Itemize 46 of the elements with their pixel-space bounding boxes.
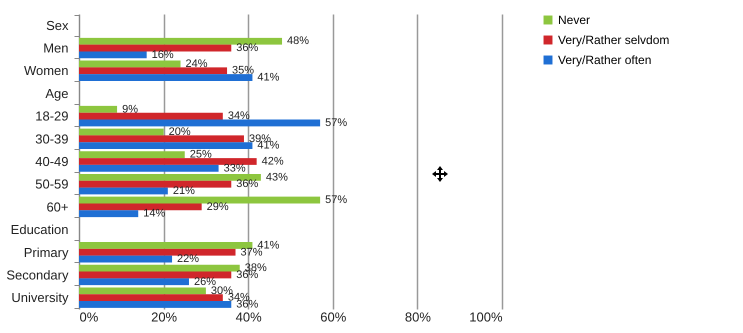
x-tick-label: 80%: [404, 310, 432, 324]
y-tick-label: Sex: [46, 18, 69, 33]
data-label: 21%: [172, 185, 196, 197]
data-label: 42%: [262, 156, 284, 168]
data-label: 24%: [186, 58, 208, 70]
y-tick-label: Men: [43, 40, 68, 56]
legend-label: Very/Rather often: [558, 53, 652, 67]
y-tick-label: Secondary: [6, 267, 69, 282]
data-label: 37%: [240, 246, 263, 258]
data-label: 34%: [228, 110, 250, 122]
y-tick-label: 60+: [46, 199, 68, 214]
data-label: 41%: [257, 72, 280, 84]
x-tick-label: 100%: [469, 310, 503, 324]
y-tick-label: Primary: [24, 244, 69, 260]
data-label: 36%: [236, 298, 259, 310]
y-tick-label: 40-49: [35, 154, 68, 169]
data-label: 29%: [206, 200, 229, 213]
legend-label: Never: [558, 13, 590, 27]
data-label: 43%: [266, 171, 288, 184]
data-label: 57%: [325, 194, 348, 206]
data-label: 9%: [122, 103, 138, 116]
data-label: 16%: [152, 48, 174, 61]
y-tick-label: University: [11, 290, 69, 306]
x-tick-label: 60%: [320, 310, 347, 324]
data-label: 36%: [236, 42, 259, 54]
data-label: 35%: [232, 64, 254, 77]
y-tick-label: Education: [10, 222, 68, 238]
y-tick-label: 50-59: [35, 176, 68, 192]
x-tick-label: 20%: [151, 310, 178, 324]
y-tick-label: 30-39: [35, 131, 68, 146]
y-tick-label: 18-29: [35, 108, 68, 124]
data-label: 57%: [325, 116, 348, 129]
data-label: 36%: [236, 178, 259, 190]
legend-label: Very/Rather selvdom: [558, 33, 670, 47]
data-label: 25%: [190, 148, 212, 161]
data-label: 22%: [177, 253, 200, 266]
y-tick-label: Age: [45, 86, 68, 101]
data-label: 36%: [236, 268, 259, 281]
data-label: 20%: [168, 126, 191, 138]
data-label: 48%: [287, 35, 310, 48]
data-label: 14%: [143, 208, 166, 220]
x-tick-label: 40%: [236, 310, 262, 324]
y-tick-label: Women: [24, 63, 68, 78]
data-label: 33%: [224, 162, 246, 174]
x-tick-label: 0%: [80, 310, 99, 324]
data-label: 26%: [194, 276, 216, 288]
